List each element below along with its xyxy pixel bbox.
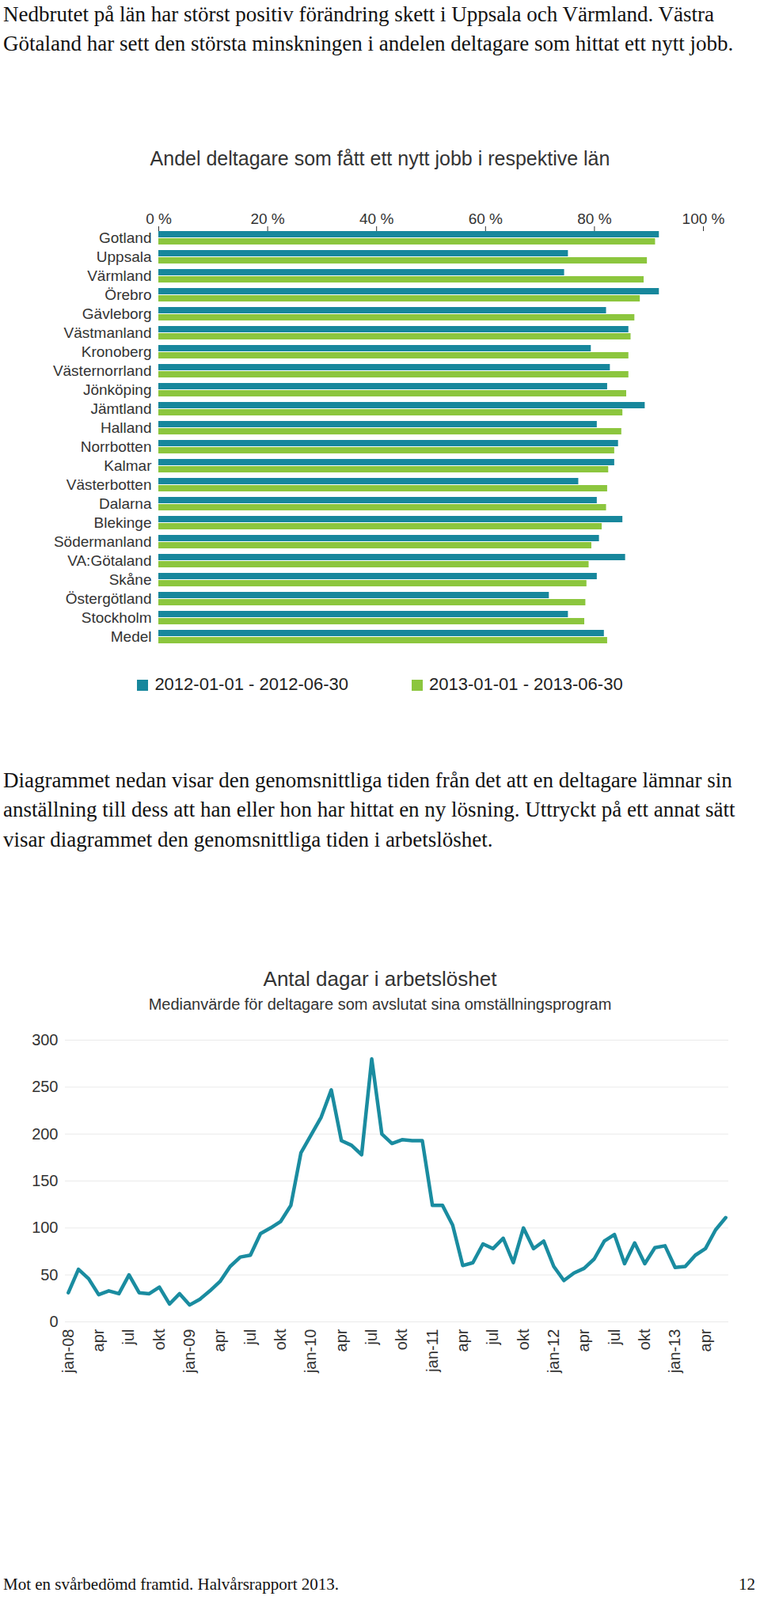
svg-text:jan-12: jan-12	[544, 1330, 563, 1376]
svg-text:jul: jul	[483, 1330, 502, 1347]
html-text:Diagrammet nedan visar den gen: Diagrammet nedan visar den genomsnittlig…	[3, 768, 736, 852]
svg-text:Gotland: Gotland	[98, 229, 152, 247]
svg-text:Dalarna: Dalarna	[98, 495, 152, 513]
svg-text:apr: apr	[453, 1329, 472, 1353]
svg-text:jul: jul	[362, 1330, 380, 1347]
svg-text:Östergötland: Östergötland	[65, 590, 152, 608]
svg-text:150: 150	[31, 1172, 58, 1190]
svg-text:Värmland: Värmland	[87, 267, 152, 285]
svg-text:Västerbotten: Västerbotten	[66, 476, 152, 494]
svg-text:okt: okt	[392, 1329, 411, 1351]
svg-text:jan-09: jan-09	[180, 1330, 198, 1376]
svg-text:Kalmar: Kalmar	[103, 457, 152, 475]
svg-text:Blekinge: Blekinge	[94, 514, 152, 532]
svg-text:200: 200	[31, 1125, 58, 1144]
svg-text:okt: okt	[271, 1329, 289, 1351]
svg-text:Norrbotten: Norrbotten	[80, 438, 152, 456]
svg-text:apr: apr	[574, 1329, 593, 1353]
svg-text:Jönköping: Jönköping	[83, 381, 152, 399]
svg-text:250: 250	[31, 1078, 58, 1096]
svg-text:0 %: 0 %	[145, 210, 172, 228]
svg-text:Gävleborg: Gävleborg	[82, 305, 152, 323]
svg-text:jan-11: jan-11	[423, 1330, 441, 1374]
svg-text:Västernorrland: Västernorrland	[53, 362, 152, 380]
svg-text:20 %: 20 %	[250, 210, 285, 228]
svg-text:okt: okt	[514, 1329, 532, 1351]
svg-text:Stockholm: Stockholm	[81, 609, 152, 627]
html-text:12: 12	[738, 1575, 756, 1595]
svg-text:100 %: 100 %	[682, 210, 726, 228]
svg-text:0: 0	[49, 1313, 58, 1331]
svg-text:300: 300	[31, 1031, 58, 1049]
svg-text:Uppsala: Uppsala	[96, 248, 152, 266]
svg-text:Medel: Medel	[110, 628, 152, 646]
html-text:2012-01-01 - 2012-06-30: 2012-01-01 - 2012-06-30	[154, 674, 349, 695]
svg-text:40 %: 40 %	[359, 210, 394, 228]
svg-text:okt: okt	[150, 1329, 168, 1351]
svg-text:80 %: 80 %	[577, 210, 612, 228]
svg-text:apr: apr	[332, 1329, 350, 1353]
html-text:Medianvärde för deltagare som: Medianvärde för deltagare som avslutat s…	[148, 995, 612, 1014]
svg-text:Västmanland: Västmanland	[64, 324, 152, 342]
html-text:Mot en svårbedömd framtid. Hal: Mot en svårbedömd framtid. Halvårsrappor…	[3, 1575, 339, 1595]
svg-text:jan-08: jan-08	[59, 1330, 77, 1376]
svg-text:Jämtland: Jämtland	[90, 400, 152, 418]
svg-text:Örebro: Örebro	[104, 286, 152, 304]
svg-text:VA:Götaland: VA:Götaland	[67, 552, 152, 570]
svg-text:Halland: Halland	[100, 419, 152, 437]
html-text:2013-01-01 - 2013-06-30: 2013-01-01 - 2013-06-30	[429, 674, 623, 695]
html-text:Antal dagar i arbetslöshet: Antal dagar i arbetslöshet	[263, 967, 497, 992]
svg-text:jul: jul	[119, 1330, 137, 1347]
svg-text:apr: apr	[696, 1329, 715, 1353]
svg-text:60 %: 60 %	[468, 210, 503, 228]
svg-text:apr: apr	[89, 1329, 107, 1353]
html-text:Nedbrutet på län har störst po: Nedbrutet på län har störst positiv förä…	[3, 2, 734, 56]
svg-text:50: 50	[40, 1266, 58, 1285]
svg-text:jul: jul	[605, 1330, 624, 1347]
svg-text:jul: jul	[241, 1330, 259, 1347]
svg-text:Skåne: Skåne	[109, 571, 152, 589]
svg-text:apr: apr	[210, 1329, 228, 1353]
svg-text:okt: okt	[635, 1329, 654, 1351]
svg-text:jan-10: jan-10	[301, 1330, 320, 1376]
svg-text:100: 100	[31, 1219, 58, 1237]
svg-text:jan-13: jan-13	[665, 1330, 684, 1376]
html-text:Andel deltagare som fått ett n: Andel deltagare som fått ett nytt jobb i…	[150, 147, 610, 170]
svg-text:Södermanland: Södermanland	[53, 533, 152, 551]
svg-text:Kronoberg: Kronoberg	[81, 343, 152, 361]
